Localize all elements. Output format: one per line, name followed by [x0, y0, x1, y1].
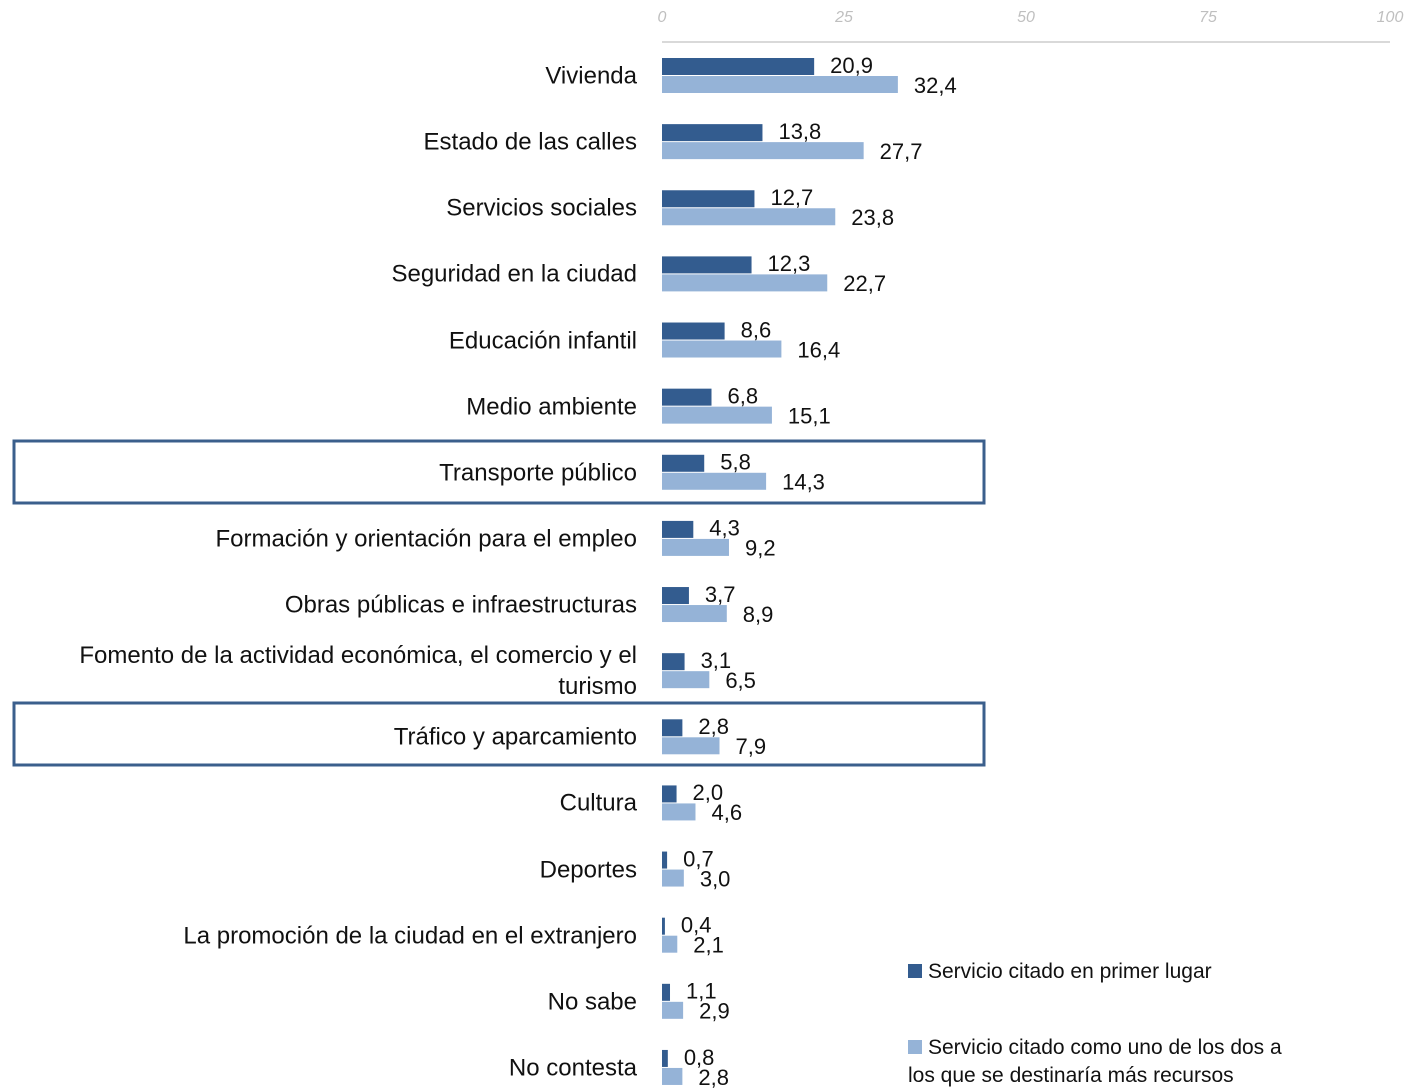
value-label: 0,4	[681, 913, 712, 938]
bar	[662, 935, 678, 953]
bar	[662, 737, 720, 755]
x-tick-label: 75	[1199, 9, 1217, 26]
x-tick-label: 100	[1377, 9, 1404, 26]
x-tick-label: 0	[658, 9, 667, 26]
value-label: 4,6	[711, 800, 742, 825]
bar	[662, 256, 752, 274]
bar	[662, 587, 689, 605]
highlight-box	[12, 701, 986, 767]
category-label: Servicios sociales	[446, 194, 637, 222]
bar	[662, 917, 665, 935]
bar	[662, 605, 727, 623]
value-label: 6,5	[725, 668, 756, 693]
legend-label: Servicio citado como uno de los dos a lo…	[908, 1036, 1282, 1087]
bar	[662, 851, 668, 869]
bar	[662, 142, 864, 160]
category-label: Transporte público	[439, 459, 637, 487]
value-label: 27,7	[880, 139, 923, 164]
value-label: 0,7	[683, 846, 714, 871]
bar	[662, 785, 677, 803]
value-label: 13,8	[778, 119, 821, 144]
value-label: 2,8	[698, 1065, 729, 1088]
value-label: 23,8	[851, 205, 894, 230]
value-label: 9,2	[745, 536, 776, 561]
bar	[662, 208, 836, 226]
value-label: 3,7	[705, 582, 736, 607]
value-label: 12,7	[770, 185, 813, 210]
bar	[662, 76, 898, 93]
bar	[662, 124, 763, 142]
value-label: 6,8	[728, 383, 759, 408]
bar	[662, 406, 772, 424]
bar	[662, 322, 725, 340]
legend-swatch	[908, 964, 922, 978]
bar	[662, 454, 705, 472]
value-label: 5,8	[720, 450, 751, 475]
bar	[662, 538, 729, 556]
bar	[662, 1067, 683, 1085]
value-label: 15,1	[788, 403, 831, 428]
value-label: 4,3	[709, 516, 740, 541]
value-label: 20,9	[830, 53, 873, 78]
value-label: 2,8	[698, 714, 729, 739]
value-label: 32,4	[914, 73, 957, 98]
legend-swatch	[908, 1040, 922, 1054]
bar	[662, 274, 828, 292]
value-label: 2,0	[693, 780, 724, 805]
category-label: Seguridad en la ciudad	[391, 260, 637, 288]
legend-entry: Servicio citado como uno de los dos a lo…	[908, 1034, 1308, 1088]
bar	[662, 671, 710, 689]
bar	[662, 340, 782, 358]
category-label: Tráfico y aparcamiento	[393, 723, 637, 751]
category-label: Fomento de la actividad económica, el co…	[79, 642, 637, 701]
bar	[662, 190, 755, 208]
bar	[662, 719, 683, 737]
value-label: 1,1	[686, 979, 717, 1004]
category-label: Vivienda	[545, 62, 637, 90]
value-label: 8,9	[743, 602, 774, 627]
value-label: 2,9	[699, 999, 730, 1024]
value-label: 3,1	[701, 648, 732, 673]
value-label: 22,7	[843, 271, 886, 296]
category-label: La promoción de la ciudad en el extranje…	[183, 922, 637, 950]
x-tick-label: 50	[1017, 9, 1035, 26]
value-label: 8,6	[741, 317, 772, 342]
category-label: Estado de las calles	[423, 128, 637, 156]
bar	[662, 520, 694, 538]
value-label: 14,3	[782, 470, 825, 495]
x-tick-label: 25	[834, 9, 853, 26]
category-label: No sabe	[547, 988, 637, 1016]
category-label: Medio ambiente	[466, 393, 637, 421]
category-label: Educación infantil	[448, 327, 637, 355]
value-label: 12,3	[768, 251, 811, 276]
bar	[662, 1049, 668, 1067]
bar	[662, 983, 671, 1001]
category-label: Cultura	[559, 789, 637, 817]
bar	[662, 653, 685, 671]
bar	[662, 869, 684, 887]
legend-entry: Servicio citado en primer lugar	[908, 958, 1328, 986]
legend-label: Servicio citado en primer lugar	[928, 960, 1212, 983]
category-label: Obras públicas e infraestructuras	[284, 591, 637, 619]
value-label: 16,4	[797, 337, 840, 362]
value-label: 0,8	[684, 1045, 715, 1070]
value-label: 2,1	[693, 933, 724, 958]
highlight-box	[12, 439, 986, 505]
bar	[662, 58, 815, 75]
value-label: 3,0	[700, 866, 731, 891]
value-label: 7,9	[736, 734, 767, 759]
bar	[662, 472, 767, 490]
bar	[662, 388, 712, 406]
category-label: No contesta	[508, 1054, 637, 1082]
category-label: Deportes	[539, 856, 637, 884]
category-label: Formación y orientación para el empleo	[215, 525, 637, 553]
bar	[662, 803, 696, 821]
bar	[662, 1001, 684, 1019]
